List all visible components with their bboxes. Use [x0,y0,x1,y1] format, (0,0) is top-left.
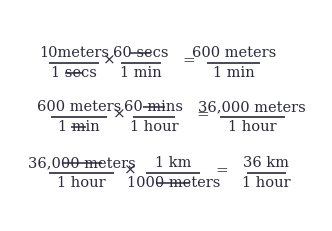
Text: 600 meters: 600 meters [37,100,121,114]
Text: ×: × [124,164,137,178]
Text: 1 secs: 1 secs [51,66,97,80]
Text: 600 meters: 600 meters [192,46,276,60]
Text: 1 min: 1 min [120,66,162,80]
Text: =: = [196,108,209,122]
Text: 1000 meters: 1000 meters [126,176,220,190]
Text: 1 hour: 1 hour [57,176,106,190]
Text: 36,000 meters: 36,000 meters [199,100,306,114]
Text: ×: × [113,108,125,122]
Text: 1 km: 1 km [155,156,192,170]
Text: 10meters: 10meters [39,46,109,60]
Text: ×: × [103,54,115,68]
Text: 36 km: 36 km [243,156,289,170]
Text: =: = [182,54,195,68]
Text: 1 min: 1 min [213,66,255,80]
Text: 1 min: 1 min [58,120,100,134]
Text: 60 mins: 60 mins [124,100,183,114]
Text: 60 secs: 60 secs [113,46,168,60]
Text: 1 hour: 1 hour [242,176,290,190]
Text: 1 hour: 1 hour [228,120,277,134]
Text: 36,000 meters: 36,000 meters [28,156,136,170]
Text: 1 hour: 1 hour [129,120,178,134]
Text: =: = [215,164,228,178]
